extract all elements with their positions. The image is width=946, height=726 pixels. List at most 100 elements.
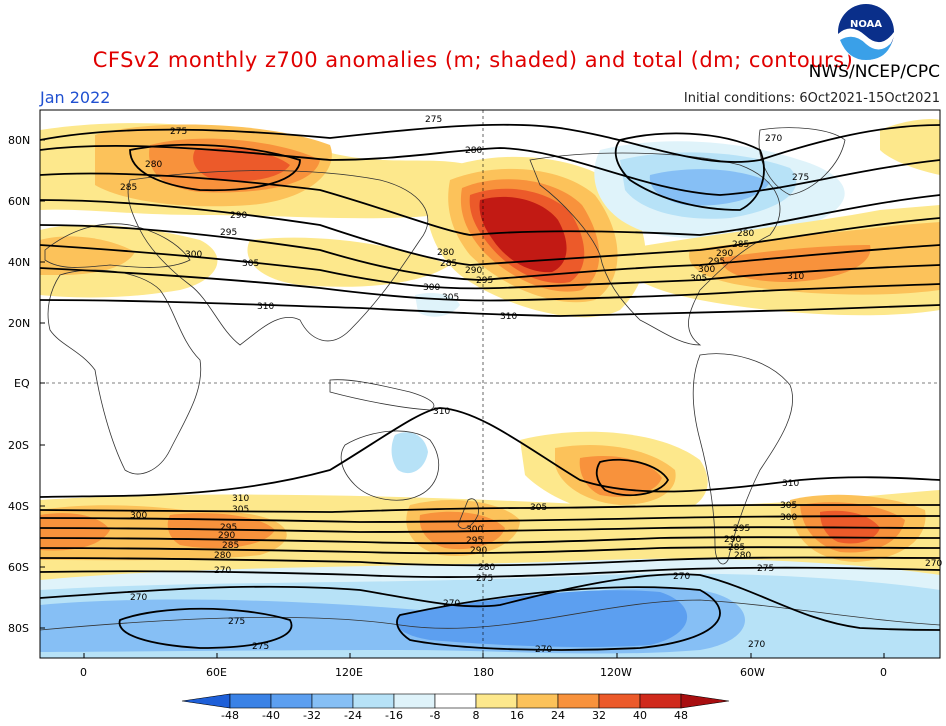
colorbar-label: -48 [221, 709, 239, 722]
lat-label-40n: 40N [8, 256, 30, 269]
contour-label-280: 280 [145, 160, 162, 170]
colorbar-box [639, 693, 682, 709]
contour-275-sh [39, 566, 941, 578]
lat-ticks [40, 139, 45, 629]
contour-label-300: 300 [698, 265, 715, 275]
colorbar-label: -24 [344, 709, 362, 722]
colorbar-label: 16 [510, 709, 524, 722]
contour-280-eurasia [129, 143, 301, 192]
contour-label-295: 295 [220, 228, 237, 238]
contour-280-canada [614, 132, 765, 211]
contour-label-270: 270 [443, 599, 460, 609]
anomaly-spac-strong [579, 456, 662, 497]
contour-label-305: 305 [530, 503, 547, 513]
forecast-month: Jan 2022 [40, 88, 111, 107]
contour-295-sh [39, 526, 941, 533]
contour-label-305: 305 [232, 505, 249, 515]
lon-label-60e: 60E [206, 666, 227, 679]
contour-290-nh [39, 199, 941, 266]
coastline-indonesia [329, 379, 435, 411]
contour-label-310: 310 [433, 407, 450, 417]
contour-label-280: 280 [214, 551, 231, 561]
colorbar-label: 32 [592, 709, 606, 722]
colorbar-label: 8 [473, 709, 480, 722]
contour-label-275: 275 [252, 642, 269, 652]
lon-ticks [83, 653, 885, 658]
lon-label-0-right: 0 [880, 666, 887, 679]
colorbar-boxes [181, 693, 730, 709]
colorbar-box [229, 693, 272, 709]
contour-label-310: 310 [232, 494, 249, 504]
coastline-europe [44, 223, 191, 268]
contour-label-275: 275 [792, 173, 809, 183]
contour-label-305: 305 [780, 501, 797, 511]
contour-270-sh [39, 573, 941, 631]
contour-label-270: 270 [535, 645, 552, 655]
colorbar-box [352, 693, 395, 709]
contour-label-280: 280 [737, 229, 754, 239]
contour-label-295: 295 [733, 524, 750, 534]
coastline-asia [127, 170, 429, 346]
colorbar-box [270, 693, 313, 709]
height-contours [39, 123, 941, 651]
colorbar-box [598, 693, 641, 709]
contour-labels: 275 275 270 280 280 285 275 290 295 300 … [120, 115, 942, 655]
lat-label-20n: 20N [8, 317, 30, 330]
colorbar-label: 24 [551, 709, 565, 722]
contour-label-300: 300 [423, 283, 440, 293]
agency-label: NWS/NCEP/CPC [808, 62, 940, 82]
colorbar-box [434, 693, 477, 709]
contour-label-305: 305 [242, 259, 259, 269]
contour-label-290: 290 [470, 546, 487, 556]
lat-label-60n: 60N [8, 195, 30, 208]
colorbar-label: -16 [385, 709, 403, 722]
contour-305-sh [39, 504, 940, 513]
contour-label-290: 290 [230, 211, 247, 221]
contour-label-305: 305 [690, 274, 707, 284]
lat-label-80s: 80S [8, 622, 29, 635]
contour-280-nh [39, 144, 941, 196]
colorbar-arrow-right [680, 693, 730, 709]
coastline-south-america [692, 353, 794, 565]
logo-text: NOAA [850, 19, 882, 30]
colorbar-label: 48 [674, 709, 688, 722]
lat-labels: 80N 60N 40N 20N EQ 20S 40S 60S 80S [8, 134, 30, 635]
contour-label-310: 310 [500, 312, 517, 322]
contour-305-nh [39, 267, 941, 302]
anomaly-canada-neg-strong [649, 169, 770, 206]
contour-label-310: 310 [787, 272, 804, 282]
contour-label-290: 290 [465, 266, 482, 276]
anomaly-eurasia-core [193, 148, 290, 182]
contour-label-275: 275 [170, 127, 187, 137]
contour-label-280: 280 [734, 551, 751, 561]
contour-label-270: 270 [925, 559, 942, 569]
contour-280-sh [39, 556, 941, 567]
colorbar-label: -8 [430, 709, 441, 722]
lon-label-0: 0 [80, 666, 87, 679]
colorbar-box [311, 693, 354, 709]
contour-label-275: 275 [425, 115, 442, 125]
colorbar-box [557, 693, 600, 709]
contour-label-310: 310 [782, 479, 799, 489]
map-frame [39, 109, 941, 659]
contour-275-antarctic [118, 607, 293, 649]
contour-label-300: 300 [130, 511, 147, 521]
anomaly-pacific-core [479, 196, 567, 273]
colorbar-label: -32 [303, 709, 321, 722]
contour-275-nh [39, 123, 941, 163]
contour-label-290: 290 [724, 535, 741, 545]
contour-300-nh [39, 244, 941, 290]
contour-label-285: 285 [222, 541, 239, 551]
coastline-africa [47, 269, 202, 475]
coastline-antarctica [39, 599, 941, 631]
lon-label-120w: 120W [600, 666, 632, 679]
anomaly-atlantic-strong [720, 245, 871, 282]
contour-label-300: 300 [466, 525, 483, 535]
noaa-logo: NOAA [838, 4, 894, 60]
coastline-nz [457, 498, 479, 529]
graticule [40, 110, 940, 658]
contour-label-270: 270 [130, 593, 147, 603]
lon-label-180: 180 [473, 666, 494, 679]
contour-270-antarctic [396, 586, 721, 651]
